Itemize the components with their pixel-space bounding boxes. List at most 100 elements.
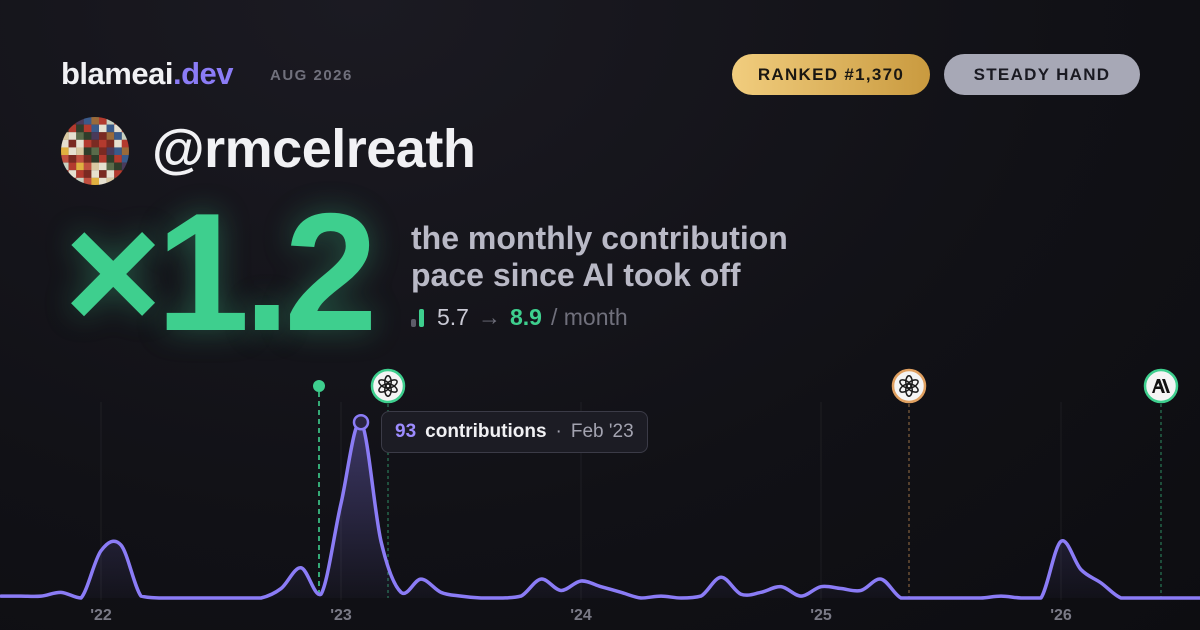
avatar — [61, 117, 129, 185]
avatar-pixel — [114, 132, 122, 140]
avatar-pixel — [83, 132, 92, 140]
avatar-pixel — [76, 147, 84, 156]
avatar-pixel — [61, 139, 69, 148]
event-badge — [891, 368, 927, 404]
pace-after: 8.9 — [509, 304, 542, 330]
avatar-pixel — [83, 139, 92, 148]
avatar-pixel — [68, 132, 77, 140]
avatar-pixel — [99, 117, 107, 125]
avatar-pixel — [83, 155, 92, 163]
avatar-pixel — [76, 162, 84, 171]
avatar-pixel — [61, 177, 69, 185]
x-tick-label: '22 — [90, 607, 112, 624]
brand-name: blameai — [61, 56, 173, 91]
avatar-pixel — [68, 177, 77, 185]
avatar-pixel — [76, 170, 84, 178]
avatar-pixel — [68, 155, 77, 163]
avatar-pixel — [99, 155, 107, 163]
avatar-pixel — [91, 139, 100, 148]
tooltip-separator: · — [555, 421, 562, 442]
avatar-pixel — [83, 117, 92, 125]
avatar-pixel — [106, 117, 115, 125]
event-icon — [891, 368, 927, 404]
description: the monthly contribution — [411, 220, 788, 256]
event-dot — [313, 380, 325, 392]
avatar-pixel — [106, 177, 115, 185]
pace-stats: 5.7 → 8.9 / month — [411, 304, 628, 331]
x-tick-label: '24 — [570, 607, 592, 624]
pace-before: 5.7 — [437, 304, 469, 330]
line-area — [0, 422, 1200, 598]
avatar-pixel — [114, 147, 122, 156]
avatar-pixel — [121, 147, 129, 156]
avatar-pixel — [68, 162, 77, 171]
avatar-pixel — [76, 124, 84, 133]
avatar-pixel — [76, 177, 84, 185]
avatar-pixel — [76, 117, 84, 125]
avatar-pixel — [61, 117, 69, 125]
avatar-pixel — [76, 139, 84, 148]
tooltip-unit: contributions — [425, 421, 547, 442]
avatar-pixel — [68, 139, 77, 148]
avatar-image — [61, 117, 129, 185]
avatar-pixel — [99, 147, 107, 156]
tooltip-date: Feb '23 — [570, 421, 634, 442]
avatar-pixel — [83, 147, 92, 156]
event-icon — [370, 368, 406, 404]
avatar-pixel — [121, 155, 129, 163]
avatar-pixel — [106, 124, 115, 133]
avatar-pixel — [83, 177, 92, 185]
avatar-pixel — [106, 139, 115, 148]
avatar-pixel — [114, 124, 122, 133]
avatar-pixel — [91, 155, 100, 163]
multiplier: ×1.2 — [64, 178, 378, 366]
rank-badge: RANKED #1,370 — [732, 54, 930, 95]
avatar-pixel — [76, 132, 84, 140]
avatar-pixel — [91, 124, 100, 133]
avatar-pixel — [68, 117, 77, 125]
avatar-pixel — [121, 132, 129, 140]
avatar-pixel — [114, 170, 122, 178]
avatar-pixel — [91, 177, 100, 185]
x-tick-label: '25 — [810, 607, 832, 624]
tooltip: 93 contributions · Feb '23 — [381, 411, 648, 453]
avatar-pixel — [121, 177, 129, 185]
logo-glyph — [1162, 379, 1170, 393]
avatar-pixel — [114, 117, 122, 125]
avatar-pixel — [99, 139, 107, 148]
title-badge: STEADY HAND — [944, 54, 1140, 95]
avatar-pixel — [99, 132, 107, 140]
avatar-pixel — [68, 124, 77, 133]
avatar-pixel — [83, 124, 92, 133]
avatar-pixel — [121, 139, 129, 148]
avatar-pixel — [91, 170, 100, 178]
avatar-pixel — [106, 155, 115, 163]
event-badge — [370, 368, 406, 404]
avatar-pixel — [61, 162, 69, 171]
avatar-pixel — [99, 124, 107, 133]
brand: blameai.dev — [61, 56, 233, 92]
brand-tld: .dev — [172, 56, 234, 91]
avatar-pixel — [106, 132, 115, 140]
avatar-pixel — [68, 170, 77, 178]
avatar-pixel — [83, 162, 92, 171]
avatar-pixel — [61, 155, 69, 163]
avatar-pixel — [91, 162, 100, 171]
avatar-pixel — [114, 162, 122, 171]
pace-unit: / month — [550, 304, 628, 330]
avatar-pixel — [91, 117, 100, 125]
avatar-pixel — [61, 124, 69, 133]
logo-glyph — [1152, 379, 1165, 393]
username: @rmcelreath — [152, 119, 476, 179]
avatar-pixel — [99, 170, 107, 178]
avatar-pixel — [121, 162, 129, 171]
avatar-pixel — [114, 139, 122, 148]
avatar-pixel — [61, 132, 69, 140]
avatar-pixel — [91, 132, 100, 140]
avatar-pixel — [99, 162, 107, 171]
line — [0, 420, 1200, 600]
avatar-pixel — [106, 162, 115, 171]
avatar-pixel — [61, 170, 69, 178]
avatar-pixel — [121, 124, 129, 133]
